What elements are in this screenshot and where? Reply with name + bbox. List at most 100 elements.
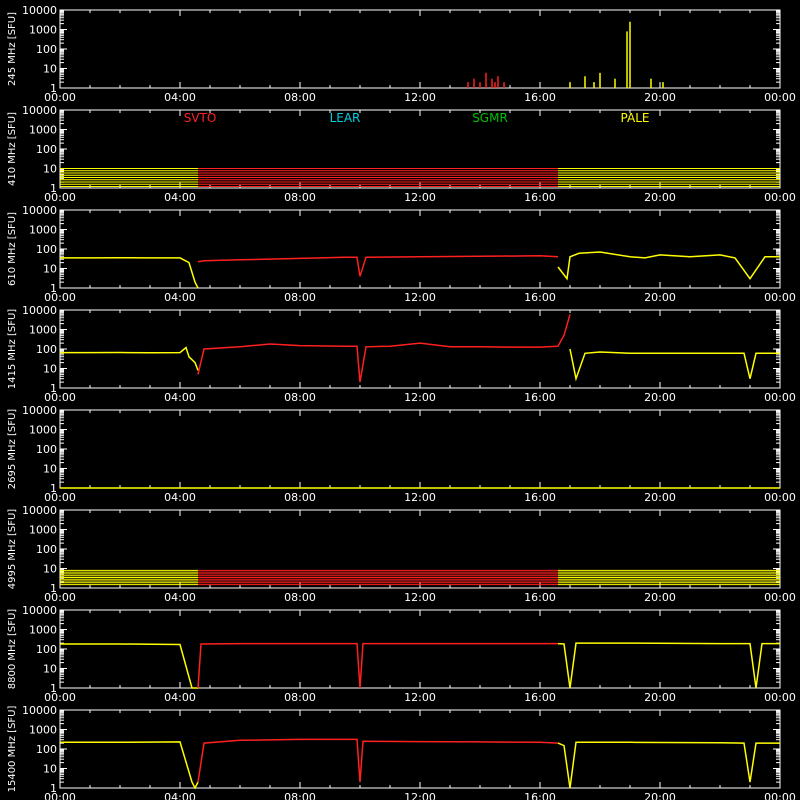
y-tick-label: 100 [36, 43, 57, 56]
y-tick-label: 1000 [29, 424, 57, 437]
y-axis-label: 15400 MHz [SFU] [7, 706, 18, 793]
y-tick-label: 1 [50, 82, 57, 95]
y-tick-label: 1 [50, 682, 57, 695]
x-tick-label: 20:00 [644, 491, 676, 504]
y-tick-label: 1 [50, 582, 57, 595]
series-line-pale [60, 741, 199, 790]
y-tick-label: 100 [36, 443, 57, 456]
panel: 15400 MHz [SFU] 1 10 100 1000 10000 00:00 04:00… [7, 704, 796, 800]
series-line-svto [197, 314, 571, 383]
x-tick-label: 08:00 [284, 91, 316, 104]
y-tick-label: 10000 [22, 604, 57, 617]
x-tick-label: 00:00 [764, 291, 796, 304]
x-tick-label: 12:00 [404, 491, 436, 504]
y-tick-label: 1 [50, 282, 57, 295]
y-tick-label: 10 [43, 163, 57, 176]
x-tick-label: 08:00 [284, 591, 316, 604]
x-tick-label: 16:00 [524, 291, 556, 304]
x-tick-label: 08:00 [284, 191, 316, 204]
x-tick-label: 00:00 [44, 391, 76, 404]
y-tick-label: 10 [43, 363, 57, 376]
x-tick-label: 08:00 [284, 691, 316, 704]
x-tick-label: 12:00 [404, 91, 436, 104]
x-tick-label: 00:00 [764, 391, 796, 404]
x-tick-label: 20:00 [644, 591, 676, 604]
plot-frame [59, 309, 781, 389]
panel: 4995 MHz [SFU] 1 10 100 1000 10000 00:00 04:00 0… [7, 504, 796, 604]
x-tick-label: 20:00 [644, 791, 676, 800]
y-axis-label: 4995 MHz [SFU] [7, 509, 18, 590]
plot-frame [59, 209, 781, 289]
x-tick-label: 16:00 [524, 691, 556, 704]
x-tick-label: 20:00 [644, 91, 676, 104]
series-line-svto [197, 738, 559, 783]
y-tick-label: 1000 [29, 624, 57, 637]
y-tick-label: 100 [36, 643, 57, 656]
x-tick-label: 08:00 [284, 291, 316, 304]
x-tick-label: 16:00 [524, 591, 556, 604]
y-tick-label: 10000 [22, 204, 57, 217]
x-tick-label: 04:00 [164, 191, 196, 204]
y-tick-label: 1000 [29, 524, 57, 537]
y-tick-label: 10000 [22, 104, 57, 117]
series-line-pale [557, 741, 780, 789]
y-tick-label: 1000 [29, 224, 57, 237]
y-tick-label: 10 [43, 263, 57, 276]
x-tick-label: 00:00 [764, 591, 796, 604]
y-tick-label: 10000 [22, 304, 57, 317]
series-line-svto [197, 255, 559, 277]
y-tick-label: 10 [43, 663, 57, 676]
x-tick-label: 12:00 [404, 291, 436, 304]
x-tick-label: 04:00 [164, 91, 196, 104]
y-axis-label: 610 MHz [SFU] [7, 212, 18, 286]
x-tick-label: 00:00 [764, 791, 796, 800]
y-tick-label: 1000 [29, 324, 57, 337]
x-tick-label: 00:00 [764, 491, 796, 504]
y-tick-label: 10000 [22, 404, 57, 417]
y-tick-label: 10000 [22, 504, 57, 517]
y-axis-label: 2695 MHz [SFU] [7, 409, 18, 490]
x-tick-label: 00:00 [764, 91, 796, 104]
y-axis-label: 1415 MHz [SFU] [7, 309, 18, 390]
x-tick-label: 16:00 [524, 191, 556, 204]
y-tick-label: 10 [43, 763, 57, 776]
y-tick-label: 1 [50, 382, 57, 395]
y-tick-label: 100 [36, 743, 57, 756]
y-tick-label: 100 [36, 543, 57, 556]
x-tick-label: 20:00 [644, 191, 676, 204]
y-tick-label: 1 [50, 782, 57, 795]
x-tick-label: 16:00 [524, 491, 556, 504]
x-tick-label: 20:00 [644, 391, 676, 404]
plot-frame [59, 709, 781, 789]
x-tick-label: 00:00 [44, 291, 76, 304]
panel: 8800 MHz [SFU] 1 10 100 1000 10000 00:00 04:00 0… [7, 604, 796, 704]
x-tick-label: 04:00 [164, 791, 196, 800]
x-tick-label: 00:00 [44, 791, 76, 800]
x-tick-label: 00:00 [764, 691, 796, 704]
panel: 2695 MHz [SFU] 1 10 100 1000 10000 00:00 04:00 0… [7, 404, 796, 504]
y-tick-label: 100 [36, 143, 57, 156]
y-axis-label: 8800 MHz [SFU] [7, 609, 18, 690]
x-tick-label: 16:00 [524, 391, 556, 404]
panel: 1415 MHz [SFU] 1 10 100 1000 10000 00:00 04:00 0… [7, 304, 796, 404]
x-tick-label: 04:00 [164, 491, 196, 504]
y-tick-label: 100 [36, 243, 57, 256]
x-tick-label: 12:00 [404, 191, 436, 204]
series-line-pale [60, 256, 199, 289]
legend-sgmr: SGMR [472, 111, 508, 125]
plot-frame [59, 109, 781, 189]
plot-frame [59, 509, 781, 589]
x-tick-label: 00:00 [44, 691, 76, 704]
x-tick-label: 20:00 [644, 691, 676, 704]
panel: 410 MHz [SFU] 1 10 100 1000 10000 00:00 04:00 08… [7, 104, 796, 204]
x-tick-label: 04:00 [164, 391, 196, 404]
series-line-pale [60, 643, 198, 689]
x-tick-label: 08:00 [284, 391, 316, 404]
y-tick-label: 10 [43, 463, 57, 476]
series-line-pale [569, 348, 780, 382]
x-tick-label: 00:00 [44, 491, 76, 504]
y-axis-label: 410 MHz [SFU] [7, 112, 18, 186]
series-line-pale [557, 642, 780, 689]
x-tick-label: 00:00 [44, 91, 76, 104]
